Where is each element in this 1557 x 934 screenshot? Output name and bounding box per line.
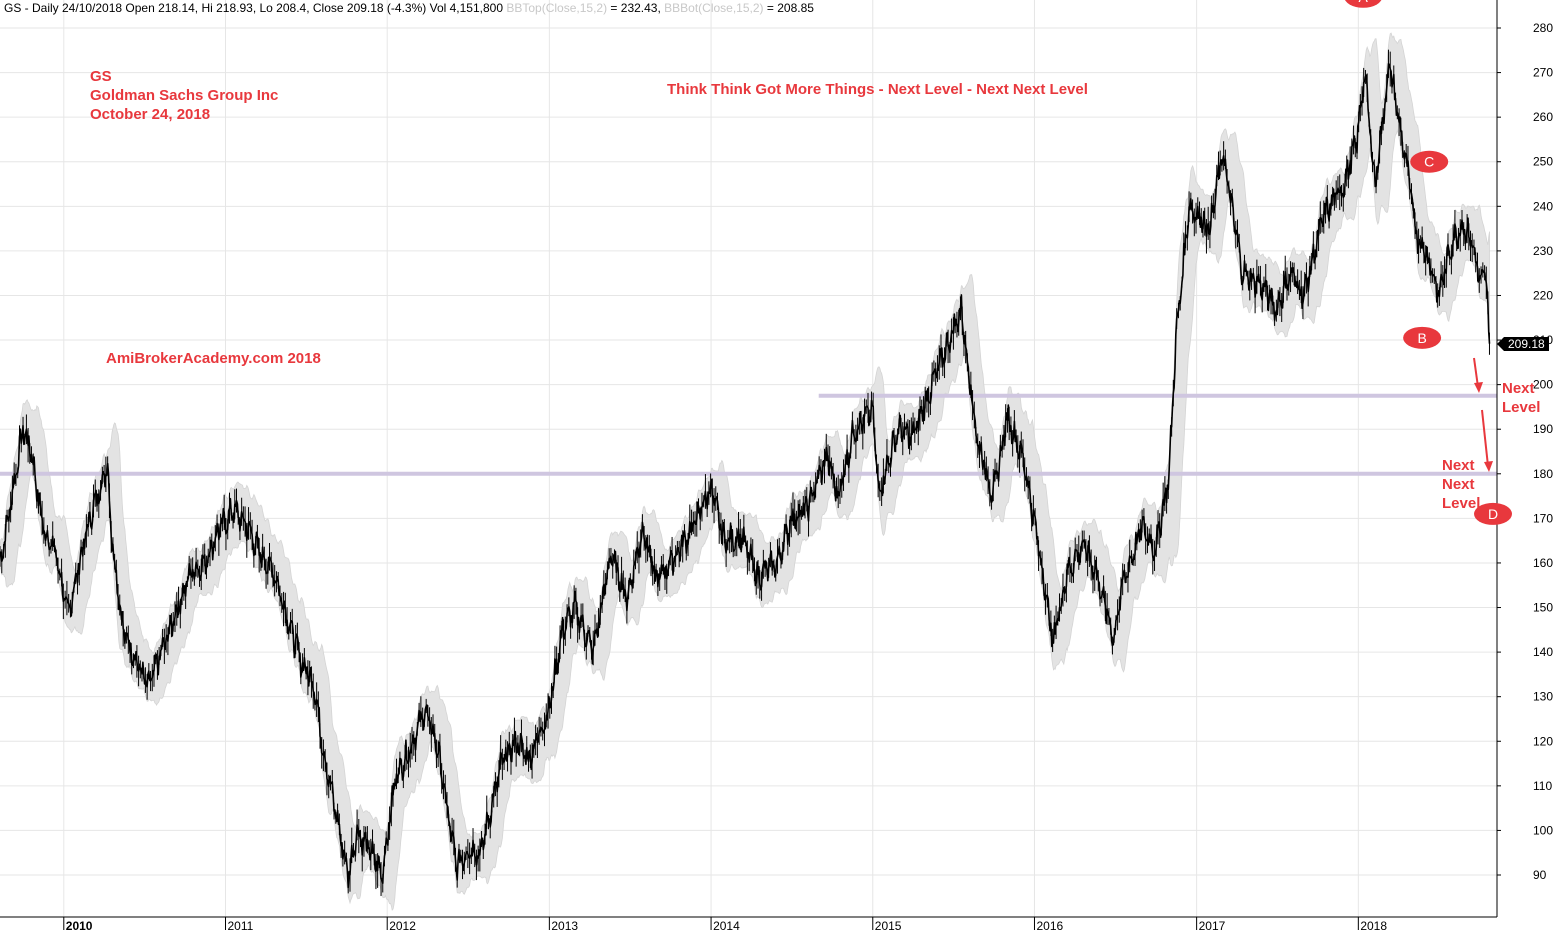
next-next-level-line3: Level [1442,495,1480,512]
y-tick-label: 140 [1533,645,1553,659]
y-tick-label: 270 [1533,66,1553,80]
ticker-label: GS [90,68,112,85]
next-next-level-line1: Next [1442,457,1475,474]
marker-label: A [1359,0,1369,5]
y-axis-ticks: 9010011012013014015016017018019020021022… [1497,21,1553,882]
y-tick-label: 130 [1533,690,1553,704]
next-next-level-line2: Next [1442,476,1475,493]
next-level-line1: Next [1502,380,1535,397]
y-tick-label: 240 [1533,199,1553,213]
marker-label: B [1417,330,1426,346]
arrow-to-next-next-level [1481,409,1493,472]
marker-b: B [1403,326,1442,349]
x-tick-label: 2010 [66,919,93,933]
y-tick-label: 110 [1533,779,1552,793]
y-tick-label: 220 [1533,288,1553,302]
y-tick-label: 200 [1533,378,1553,392]
y-tick-label: 280 [1533,21,1553,35]
header-quote: GS - Daily 24/10/2018 Open 218.14, Hi 21… [4,1,503,15]
x-tick-label: 2016 [1036,919,1063,933]
y-tick-label: 190 [1533,422,1553,436]
y-tick-label: 230 [1533,244,1553,258]
next-level-line2: Level [1502,399,1540,416]
arrow-to-next-level [1473,357,1483,393]
point-markers: A C B D [1345,0,1513,525]
company-label: Goldman Sachs Group Inc [90,87,278,104]
x-tick-label: 2017 [1199,919,1226,933]
y-tick-label: 160 [1533,556,1553,570]
x-tick-label: 2018 [1360,919,1387,933]
marker-label: D [1488,506,1498,522]
y-tick-label: 260 [1533,110,1553,124]
x-tick-label: 2012 [389,919,416,933]
bbbot-label: BBBot(Close,15,2) [664,1,763,15]
marker-label: C [1424,154,1434,170]
y-tick-label: 150 [1533,601,1553,615]
chart-header: GS - Daily 24/10/2018 Open 218.14, Hi 21… [4,1,814,15]
marker-c: C [1410,150,1449,173]
y-tick-label: 90 [1533,868,1547,882]
y-tick-label: 170 [1533,511,1553,525]
price-series [0,49,1491,897]
y-tick-label: 180 [1533,467,1553,481]
last-price-value: 209.18 [1508,337,1545,351]
y-tick-label: 120 [1533,734,1553,748]
y-tick-label: 100 [1533,823,1553,837]
last-price-tag: 209.18 [1497,337,1549,351]
x-tick-label: 2015 [875,919,902,933]
bbtop-value: = 232.43, [610,1,660,15]
x-tick-label: 2013 [551,919,578,933]
watermark: AmiBrokerAcademy.com 2018 [106,350,321,367]
tagline: Think Think Got More Things - Next Level… [667,81,1088,98]
bbtop-label: BBTop(Close,15,2) [506,1,607,15]
x-tick-label: 2014 [713,919,740,933]
marker-d: D [1474,502,1513,525]
date-label: October 24, 2018 [90,106,210,123]
x-axis-ticks: 2010 2011 2012 2013 2014 2015 2016 2017 2018 [63,917,1387,933]
bbbot-value: = 208.85 [767,1,814,15]
marker-a: A [1345,0,1382,8]
y-tick-label: 250 [1533,155,1553,169]
x-tick-label: 2011 [228,919,254,933]
